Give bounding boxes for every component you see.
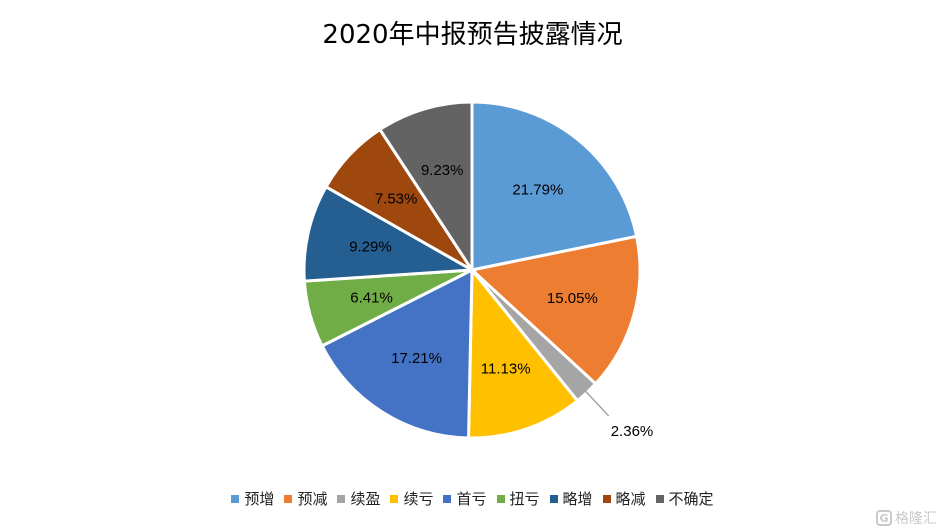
pie-data-labels: 21.79% 15.05% 2.36% 11.13% 17.21% 6.41% 9.29% 7… — [349, 162, 653, 440]
watermark-text: 格隆汇 — [895, 511, 937, 527]
data-label-7: 7.53% — [375, 191, 418, 208]
legend-swatch — [390, 494, 399, 503]
legend-label: 略增 — [562, 490, 593, 508]
data-label-8: 9.23% — [421, 162, 464, 179]
legend-item-3: 续亏 — [390, 488, 433, 509]
legend-swatch — [496, 494, 505, 503]
legend-item-1: 预减 — [284, 488, 327, 509]
pie-slices — [302, 100, 642, 440]
leader-line-2 — [577, 382, 610, 417]
pie-slice-4 — [320, 267, 474, 440]
data-label-3: 11.13% — [481, 361, 531, 378]
pie-slice-1 — [468, 234, 642, 386]
legend-label: 预增 — [244, 490, 275, 508]
data-label-1: 15.05% — [547, 290, 598, 307]
legend-label: 不确定 — [668, 490, 714, 508]
legend-label: 略减 — [615, 490, 646, 508]
pie-slice-3 — [466, 265, 580, 440]
legend-swatch — [284, 494, 293, 503]
watermark: G 格隆汇 — [876, 508, 937, 528]
data-label-6: 9.29% — [349, 239, 392, 256]
pie-slice-6 — [302, 184, 478, 283]
legend-swatch — [549, 494, 558, 503]
legend-item-0: 预增 — [231, 488, 274, 509]
legend-swatch — [602, 494, 611, 503]
chart-title: 2020年中报预告披露情况 — [322, 20, 623, 50]
legend-swatch — [443, 494, 452, 503]
legend-swatch — [231, 494, 240, 503]
legend-label: 续亏 — [403, 490, 434, 508]
legend-item-2: 续盈 — [337, 488, 380, 509]
data-label-5: 6.41% — [350, 290, 393, 307]
legend-item-8: 不确定 — [655, 488, 714, 509]
data-label-4: 17.21% — [391, 350, 442, 367]
data-label-0: 21.79% — [512, 181, 563, 198]
logo-icon: G — [876, 510, 892, 526]
legend-label: 预减 — [297, 490, 328, 508]
pie-slice-0 — [470, 100, 639, 272]
legend-item-5: 扭亏 — [496, 488, 540, 509]
legend-swatch — [655, 494, 664, 503]
legend-label: 续盈 — [350, 490, 381, 508]
pie-slice-8 — [377, 100, 474, 276]
data-label-2: 2.36% — [611, 423, 654, 440]
chart-legend: 预增 预减 续盈 续亏 首亏 扭亏 略增 略减 不确定 — [0, 488, 945, 509]
legend-item-6: 略增 — [549, 488, 593, 509]
legend-label: 首亏 — [456, 490, 487, 508]
legend-item-7: 略减 — [602, 488, 646, 509]
legend-swatch — [337, 494, 346, 503]
legend-label: 扭亏 — [509, 490, 540, 508]
legend-item-4: 首亏 — [443, 488, 487, 509]
